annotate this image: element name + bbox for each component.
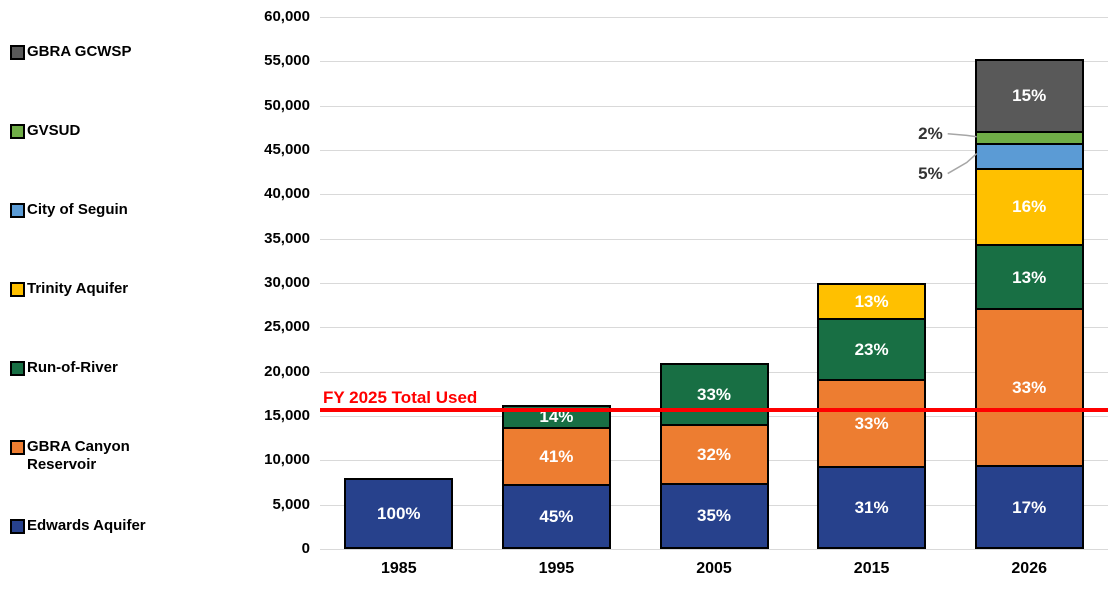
gridline bbox=[320, 105, 1108, 107]
segment-gbra-canyon-reservoir: 32% bbox=[661, 425, 767, 485]
y-axis-tick-label: 60,000 bbox=[264, 8, 310, 25]
y-axis-tick-label: 5,000 bbox=[272, 495, 310, 513]
segment-percent-label: 33% bbox=[696, 384, 732, 404]
legend-label: GBRA GCWSP bbox=[27, 43, 132, 60]
legend-swatch-icon bbox=[10, 282, 25, 297]
segment-percent-label: 100% bbox=[377, 504, 421, 524]
segment-run-of-river: 23% bbox=[819, 320, 925, 382]
segment-trinity-aquifer: 13% bbox=[819, 285, 925, 321]
leader-line bbox=[947, 152, 978, 175]
segment-run-of-river: 13% bbox=[976, 246, 1082, 310]
y-axis-tick-label: 0 bbox=[301, 540, 310, 557]
legend-swatch-icon bbox=[10, 45, 25, 60]
segment-percent-label: 16% bbox=[1012, 197, 1047, 217]
gridline bbox=[320, 238, 1108, 240]
segment-run-of-river: 33% bbox=[661, 364, 767, 426]
segment-percent-label: 33% bbox=[1012, 378, 1047, 398]
legend-item-gvsud: GVSUD bbox=[10, 122, 190, 140]
segment-percent-label: 33% bbox=[854, 413, 889, 433]
segment-edwards-aquifer: 100% bbox=[346, 480, 452, 547]
gridline bbox=[320, 194, 1108, 196]
leader-line bbox=[947, 132, 977, 138]
segment-run-of-river: 14% bbox=[503, 407, 609, 429]
segment-gbra-canyon-reservoir: 33% bbox=[976, 309, 1082, 468]
gridline bbox=[320, 61, 1108, 63]
legend-swatch-icon bbox=[10, 203, 25, 218]
legend-swatch-icon bbox=[10, 440, 25, 455]
bar-2015: 13% 23% 33% 31% bbox=[817, 283, 927, 549]
x-axis-tick-label: 2005 bbox=[696, 560, 732, 577]
legend-label: GVSUD bbox=[27, 122, 81, 139]
segment-edwards-aquifer: 35% bbox=[661, 484, 767, 547]
legend-item-run-of-river: Run-of-River bbox=[10, 359, 190, 377]
y-axis-tick-label: 20,000 bbox=[264, 362, 310, 380]
x-axis-tick-label: 2015 bbox=[853, 560, 890, 577]
x-axis-tick-label: 1995 bbox=[538, 560, 575, 577]
legend-label: City of Seguin bbox=[27, 201, 128, 218]
gridline bbox=[320, 283, 1108, 284]
segment-gbra-canyon-reservoir: 41% bbox=[503, 428, 609, 486]
segment-edwards-aquifer: 45% bbox=[503, 485, 609, 547]
segment-gbra-canyon-reservoir: 33% bbox=[819, 381, 925, 468]
x-axis-tick-label: 2026 bbox=[1011, 560, 1047, 577]
legend-swatch-icon bbox=[10, 361, 25, 376]
segment-percent-label: 15% bbox=[1012, 86, 1047, 106]
legend-swatch-icon bbox=[10, 124, 25, 139]
segment-gvsud bbox=[976, 133, 1082, 146]
gridline bbox=[320, 327, 1108, 329]
y-axis-tick-label: 40,000 bbox=[264, 185, 310, 203]
legend-item-city-of-seguin: City of Seguin bbox=[10, 201, 190, 219]
gridline bbox=[320, 17, 1108, 18]
segment-percent-label: 45% bbox=[539, 506, 574, 526]
bar-2026: 15% 16% 13% 33% 17% bbox=[974, 58, 1084, 549]
segment-percent-label: 41% bbox=[539, 446, 574, 466]
y-axis-tick-label: 15,000 bbox=[264, 407, 310, 424]
callout-label-gvsud: 2% bbox=[918, 123, 943, 143]
reference-line bbox=[320, 407, 1108, 412]
y-axis-tick-label: 45,000 bbox=[264, 141, 310, 158]
segment-city-of-seguin bbox=[976, 145, 1082, 170]
bar-2005: 33% 32% 35% bbox=[659, 362, 769, 549]
x-axis-tick-label: 1985 bbox=[381, 560, 417, 577]
bar-1995: 14% 41% 45% bbox=[501, 405, 611, 549]
segment-percent-label: 23% bbox=[854, 340, 889, 360]
y-axis-tick-label: 10,000 bbox=[264, 451, 310, 469]
legend-item-edwards-aquifer: Edwards Aquifer bbox=[10, 517, 190, 535]
bar-1985: 100% bbox=[344, 478, 454, 549]
y-axis-tick-label: 30,000 bbox=[264, 274, 310, 291]
segment-percent-label: 35% bbox=[696, 506, 732, 526]
y-axis-tick-label: 25,000 bbox=[264, 318, 310, 336]
y-axis-tick-label: 35,000 bbox=[264, 229, 310, 247]
gridline bbox=[320, 150, 1108, 151]
segment-edwards-aquifer: 31% bbox=[819, 467, 925, 547]
segment-percent-label: 31% bbox=[854, 497, 889, 517]
segment-percent-label: 13% bbox=[1012, 267, 1047, 287]
segment-trinity-aquifer: 16% bbox=[976, 169, 1082, 247]
segment-percent-label: 17% bbox=[1012, 497, 1047, 517]
y-axis-tick-label: 50,000 bbox=[264, 96, 310, 114]
segment-percent-label: 13% bbox=[854, 292, 889, 312]
legend-swatch-icon bbox=[10, 519, 25, 534]
legend-label: GBRA Canyon Reservoir bbox=[27, 438, 130, 473]
segment-edwards-aquifer: 17% bbox=[976, 467, 1082, 547]
segment-gbra-gcwsp: 15% bbox=[976, 60, 1082, 133]
legend-item-gbra-gcwsp: GBRA GCWSP bbox=[10, 43, 190, 61]
y-axis-tick-label: 55,000 bbox=[264, 52, 310, 70]
legend-label: Edwards Aquifer bbox=[27, 517, 146, 534]
gridline bbox=[320, 549, 1108, 550]
segment-percent-label: 32% bbox=[696, 444, 732, 464]
legend-item-gbra-canyon-reservoir: GBRA Canyon Reservoir bbox=[10, 438, 190, 474]
callout-label-city-of-seguin: 5% bbox=[918, 163, 943, 183]
legend-label: Run-of-River bbox=[27, 359, 118, 376]
reference-line-label: FY 2025 Total Used bbox=[323, 387, 478, 407]
legend-label: Trinity Aquifer bbox=[27, 280, 129, 297]
legend-item-trinity-aquifer: Trinity Aquifer bbox=[10, 280, 190, 298]
segment-percent-label: 14% bbox=[539, 407, 574, 427]
